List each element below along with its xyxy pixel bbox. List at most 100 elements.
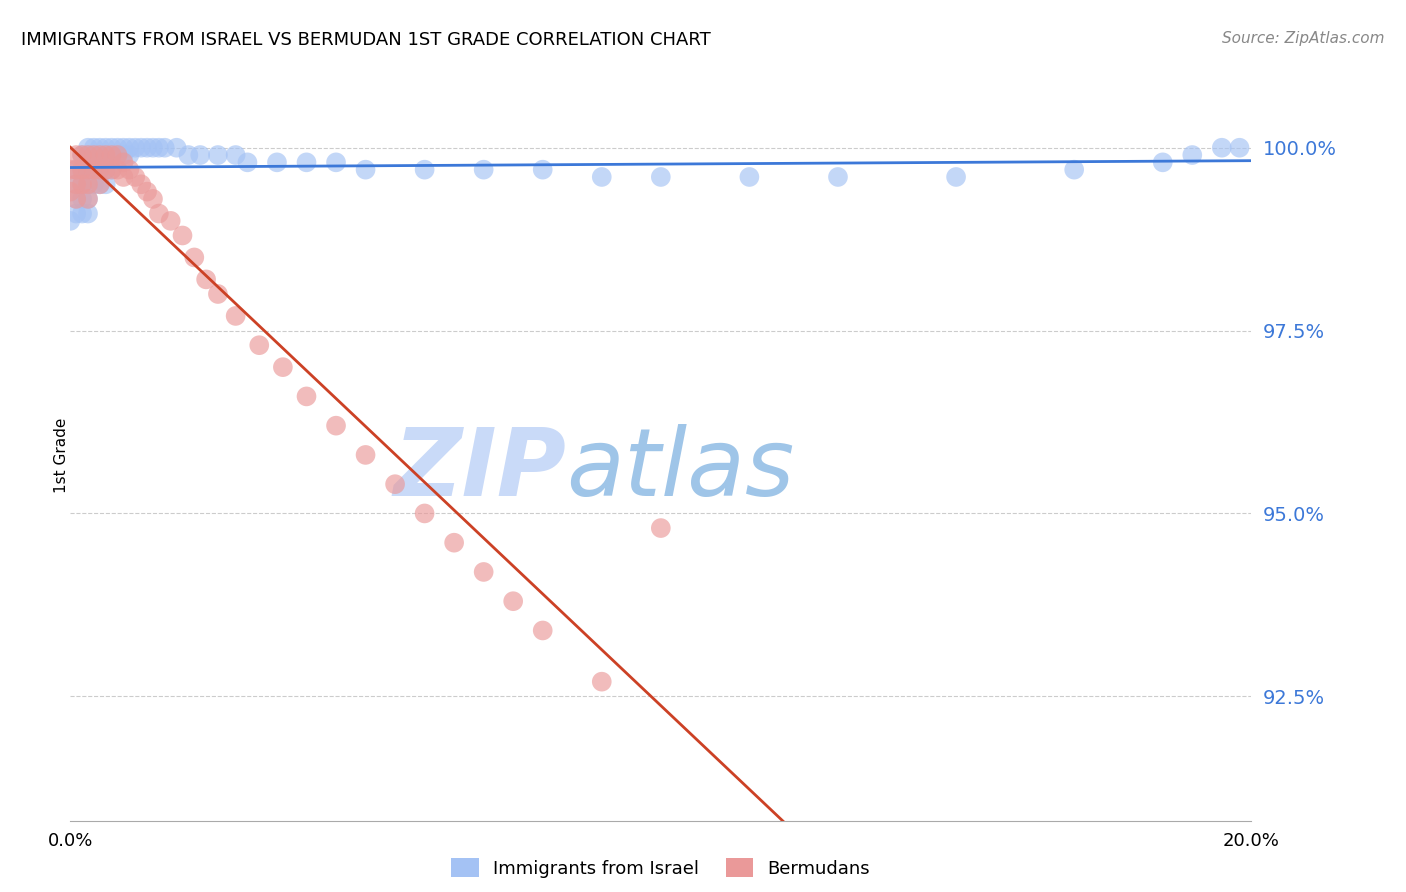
Point	[129, 178, 152, 192]
Point	[94, 178, 117, 192]
Point	[65, 148, 87, 162]
Point	[124, 141, 146, 155]
Point	[1063, 162, 1085, 177]
Point	[70, 178, 93, 192]
Point	[112, 148, 135, 162]
Point	[77, 148, 100, 162]
Point	[94, 162, 117, 177]
Point	[89, 148, 111, 162]
Point	[77, 162, 100, 177]
Text: atlas: atlas	[567, 424, 794, 515]
Point	[77, 148, 100, 162]
Point	[443, 535, 465, 549]
Point	[89, 141, 111, 155]
Point	[207, 287, 229, 301]
Point	[100, 148, 122, 162]
Point	[65, 162, 87, 177]
Point	[77, 192, 100, 206]
Point	[65, 192, 87, 206]
Point	[148, 141, 170, 155]
Point	[271, 360, 294, 375]
Y-axis label: 1st Grade: 1st Grade	[55, 417, 69, 492]
Point	[225, 309, 247, 323]
Point	[142, 192, 165, 206]
Point	[70, 148, 93, 162]
Point	[107, 162, 129, 177]
Point	[77, 206, 100, 220]
Point	[188, 148, 211, 162]
Point	[70, 206, 93, 220]
Point	[70, 162, 93, 177]
Point	[89, 178, 111, 192]
Point	[65, 192, 87, 206]
Point	[100, 162, 122, 177]
Point	[83, 148, 105, 162]
Point	[89, 162, 111, 177]
Point	[77, 178, 100, 192]
Text: IMMIGRANTS FROM ISRAEL VS BERMUDAN 1ST GRADE CORRELATION CHART: IMMIGRANTS FROM ISRAEL VS BERMUDAN 1ST G…	[21, 31, 711, 49]
Point	[159, 214, 181, 228]
Point	[107, 148, 129, 162]
Text: ZIP: ZIP	[394, 424, 567, 516]
Point	[70, 148, 93, 162]
Point	[266, 155, 288, 169]
Legend: Immigrants from Israel, Bermudans: Immigrants from Israel, Bermudans	[444, 851, 877, 885]
Point	[472, 162, 495, 177]
Point	[129, 141, 152, 155]
Point	[107, 141, 129, 155]
Point	[195, 272, 218, 286]
Point	[1229, 141, 1251, 155]
Point	[502, 594, 524, 608]
Point	[65, 178, 87, 192]
Point	[142, 141, 165, 155]
Point	[77, 141, 100, 155]
Point	[83, 178, 105, 192]
Point	[118, 162, 141, 177]
Point	[112, 169, 135, 184]
Point	[100, 148, 122, 162]
Point	[65, 178, 87, 192]
Point	[124, 169, 146, 184]
Point	[136, 185, 159, 199]
Point	[94, 148, 117, 162]
Point	[100, 162, 122, 177]
Point	[531, 624, 554, 638]
Point	[225, 148, 247, 162]
Point	[148, 206, 170, 220]
Point	[236, 155, 259, 169]
Point	[413, 162, 436, 177]
Point	[827, 169, 849, 184]
Point	[354, 162, 377, 177]
Point	[89, 178, 111, 192]
Point	[89, 148, 111, 162]
Point	[207, 148, 229, 162]
Point	[472, 565, 495, 579]
Point	[112, 141, 135, 155]
Point	[325, 155, 347, 169]
Point	[65, 162, 87, 177]
Point	[295, 389, 318, 403]
Point	[107, 148, 129, 162]
Point	[591, 169, 613, 184]
Point	[118, 141, 141, 155]
Point	[65, 206, 87, 220]
Point	[70, 192, 93, 206]
Point	[70, 178, 93, 192]
Point	[59, 185, 82, 199]
Point	[166, 141, 188, 155]
Point	[945, 169, 967, 184]
Point	[94, 148, 117, 162]
Point	[153, 141, 176, 155]
Point	[1211, 141, 1233, 155]
Point	[77, 192, 100, 206]
Point	[83, 148, 105, 162]
Point	[100, 141, 122, 155]
Point	[70, 162, 93, 177]
Point	[94, 162, 117, 177]
Point	[1181, 148, 1204, 162]
Point	[177, 148, 200, 162]
Point	[77, 178, 100, 192]
Point	[531, 162, 554, 177]
Point	[77, 162, 100, 177]
Point	[94, 141, 117, 155]
